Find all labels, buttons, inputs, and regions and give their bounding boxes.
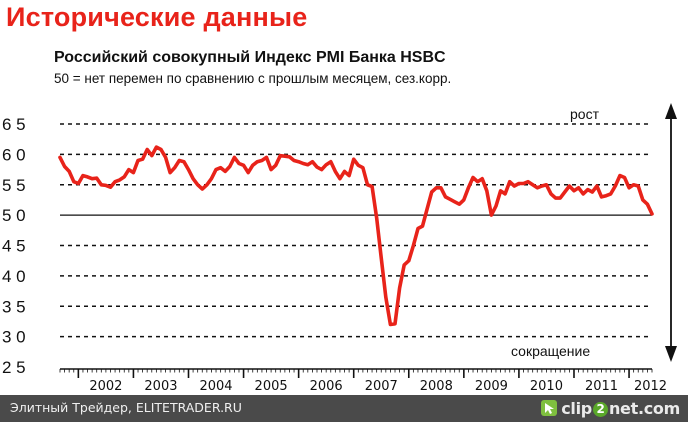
logo-prefix: clip <box>561 398 592 418</box>
grid-lines <box>60 123 652 338</box>
x-tick-label: 2004 <box>199 379 232 394</box>
y-tick-label: 6 0 <box>2 145 26 164</box>
cursor-arrow-icon <box>541 400 558 416</box>
series-layer <box>58 145 654 327</box>
y-tick-label: 4 0 <box>2 267 26 286</box>
footer-source: Элитный Трейдер, ELITETRADER.RU <box>10 400 242 415</box>
logo-suffix: net.com <box>608 398 680 418</box>
x-tick-label: 2005 <box>255 379 288 394</box>
y-tick-label: 5 5 <box>2 176 26 195</box>
logo-badge: 2 <box>592 401 608 417</box>
x-axis: 2002 2003 2004 2005 2006 2007 2008 2009 2010 2011… <box>59 368 667 394</box>
annotation-contraction: сокращение <box>511 343 590 359</box>
chart-subtitle: 50 = нет перемен по сравнению с прошлым … <box>54 71 452 86</box>
annotation-growth: рост <box>570 106 600 122</box>
y-tick-label: 3 5 <box>2 297 26 316</box>
x-tick-label: 2006 <box>310 379 343 394</box>
x-tick-label: 2002 <box>89 379 122 394</box>
clip2net-logo[interactable]: clip 2 net.com <box>540 398 680 418</box>
x-tick-label: 2012 <box>634 379 667 394</box>
x-tick-label: 2011 <box>585 379 618 394</box>
x-tick-label: 2007 <box>365 379 398 394</box>
x-tick-label: 2008 <box>420 379 453 394</box>
x-tick-label: 2003 <box>144 379 177 394</box>
chart-title: Российский совокупный Индекс PMI Банка H… <box>54 49 446 66</box>
y-tick-label: 5 0 <box>2 206 26 225</box>
y-tick-label: 4 5 <box>2 237 26 256</box>
y-tick-label: 3 0 <box>2 328 26 347</box>
x-tick-label: 2009 <box>475 379 508 394</box>
page-heading: Исторические данные <box>6 2 308 32</box>
footer-bar: Элитный Трейдер, ELITETRADER.RU clip 2 net… <box>0 395 688 422</box>
arrow-up-head <box>665 103 677 119</box>
logo-text: clip 2 net.com <box>561 399 680 418</box>
pmi-series-line <box>58 145 654 327</box>
direction-arrow <box>665 103 677 362</box>
y-tick-label: 6 5 <box>2 115 26 134</box>
pmi-line-chart: 6 5 6 0 5 5 5 0 4 5 4 0 3 5 3 0 2 5 2002 2003 2004… <box>2 103 677 394</box>
y-axis-ticks: 6 5 6 0 5 5 5 0 4 5 4 0 3 5 3 0 2 5 <box>2 115 26 377</box>
arrow-down-head <box>665 346 677 362</box>
x-tick-label: 2010 <box>530 379 563 394</box>
y-tick-label: 2 5 <box>2 358 26 377</box>
